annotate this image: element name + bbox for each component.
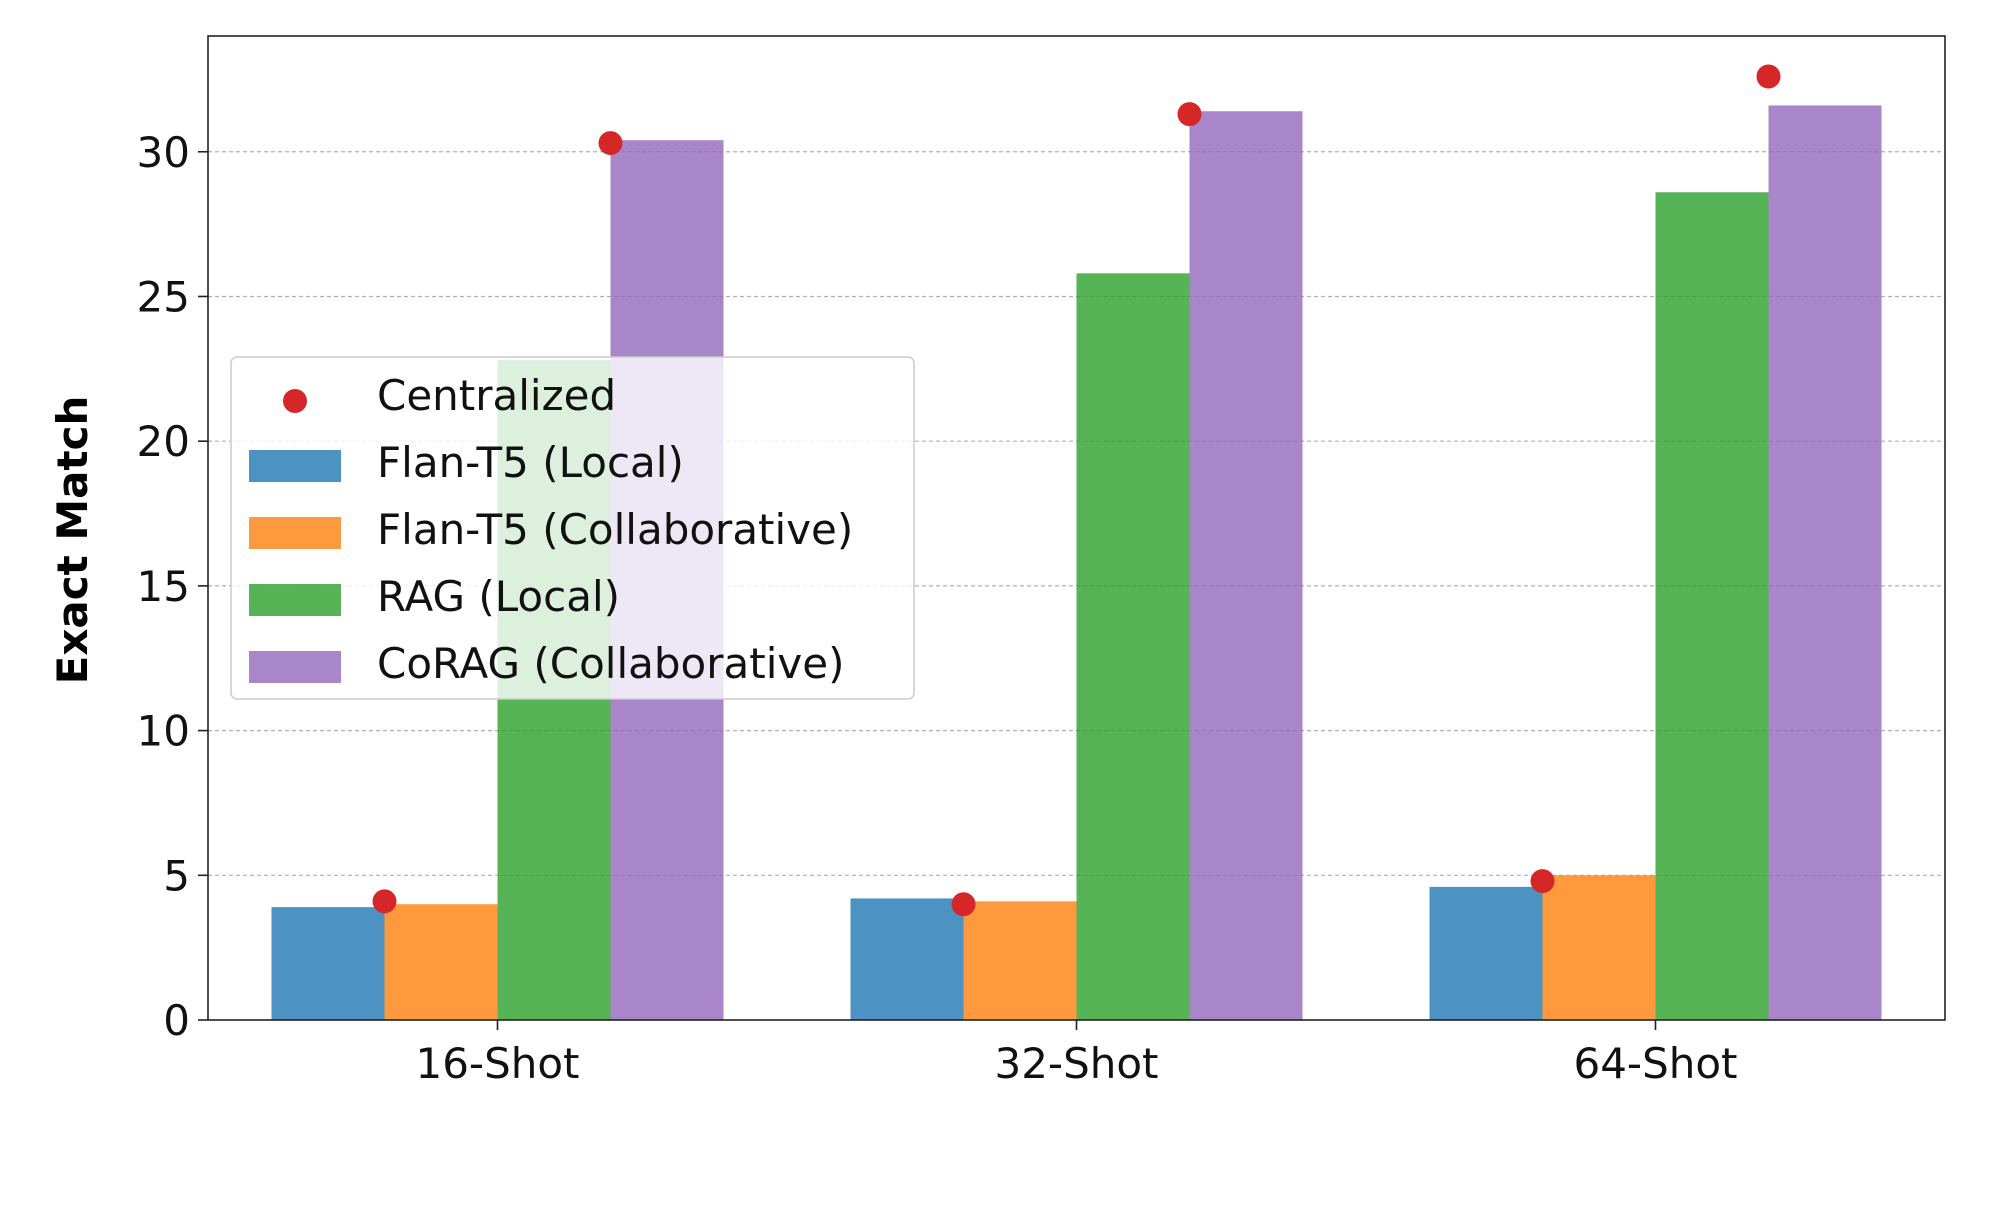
legend-label: Flan-T5 (Collaborative)	[377, 505, 853, 554]
bar	[963, 901, 1077, 1020]
legend-swatch	[249, 651, 341, 683]
y-tick-label: 25	[137, 272, 190, 321]
bar	[1076, 273, 1190, 1021]
bars	[271, 105, 1882, 1021]
y-tick-label: 0	[163, 996, 190, 1045]
bar	[1429, 886, 1543, 1020]
legend: Centralized Flan-T5 (Local) Flan-T5 (Colla…	[230, 356, 915, 700]
y-axis-ticks: 0 5 10 15 20 25 30	[137, 128, 208, 1045]
bar	[1655, 192, 1769, 1020]
bar	[384, 904, 498, 1020]
bar	[271, 907, 385, 1020]
x-tick-label: 16-Shot	[415, 1039, 579, 1088]
y-tick-label: 5	[163, 851, 190, 900]
centralized-marker	[1530, 869, 1555, 894]
centralized-marker	[598, 131, 623, 156]
y-tick-label: 10	[137, 707, 190, 756]
x-tick-label: 32-Shot	[994, 1039, 1158, 1088]
legend-label: CoRAG (Collaborative)	[377, 639, 844, 688]
legend-label: RAG (Local)	[377, 572, 620, 621]
y-tick-label: 15	[137, 562, 190, 611]
x-tick-label: 64-Shot	[1573, 1039, 1737, 1088]
centralized-marker	[951, 892, 976, 917]
legend-label: Flan-T5 (Local)	[377, 438, 684, 487]
bar	[1189, 111, 1303, 1020]
x-axis-ticks: 16-Shot 32-Shot 64-Shot	[415, 1020, 1738, 1088]
legend-box	[230, 356, 915, 700]
legend-marker-swatch	[283, 389, 307, 413]
bar	[1768, 105, 1882, 1021]
centralized-marker	[1756, 64, 1781, 89]
y-tick-label: 20	[137, 417, 190, 466]
legend-swatch	[249, 517, 341, 549]
centralized-marker	[372, 889, 397, 914]
legend-label: Centralized	[377, 371, 616, 420]
bar	[1542, 875, 1656, 1020]
legend-swatch	[249, 584, 341, 616]
y-axis-label: Exact Match	[48, 396, 97, 685]
bar	[850, 898, 964, 1020]
centralized-marker	[1177, 102, 1202, 127]
centralized-markers	[372, 64, 1781, 917]
legend-swatch	[249, 450, 341, 482]
y-tick-label: 30	[137, 128, 190, 177]
